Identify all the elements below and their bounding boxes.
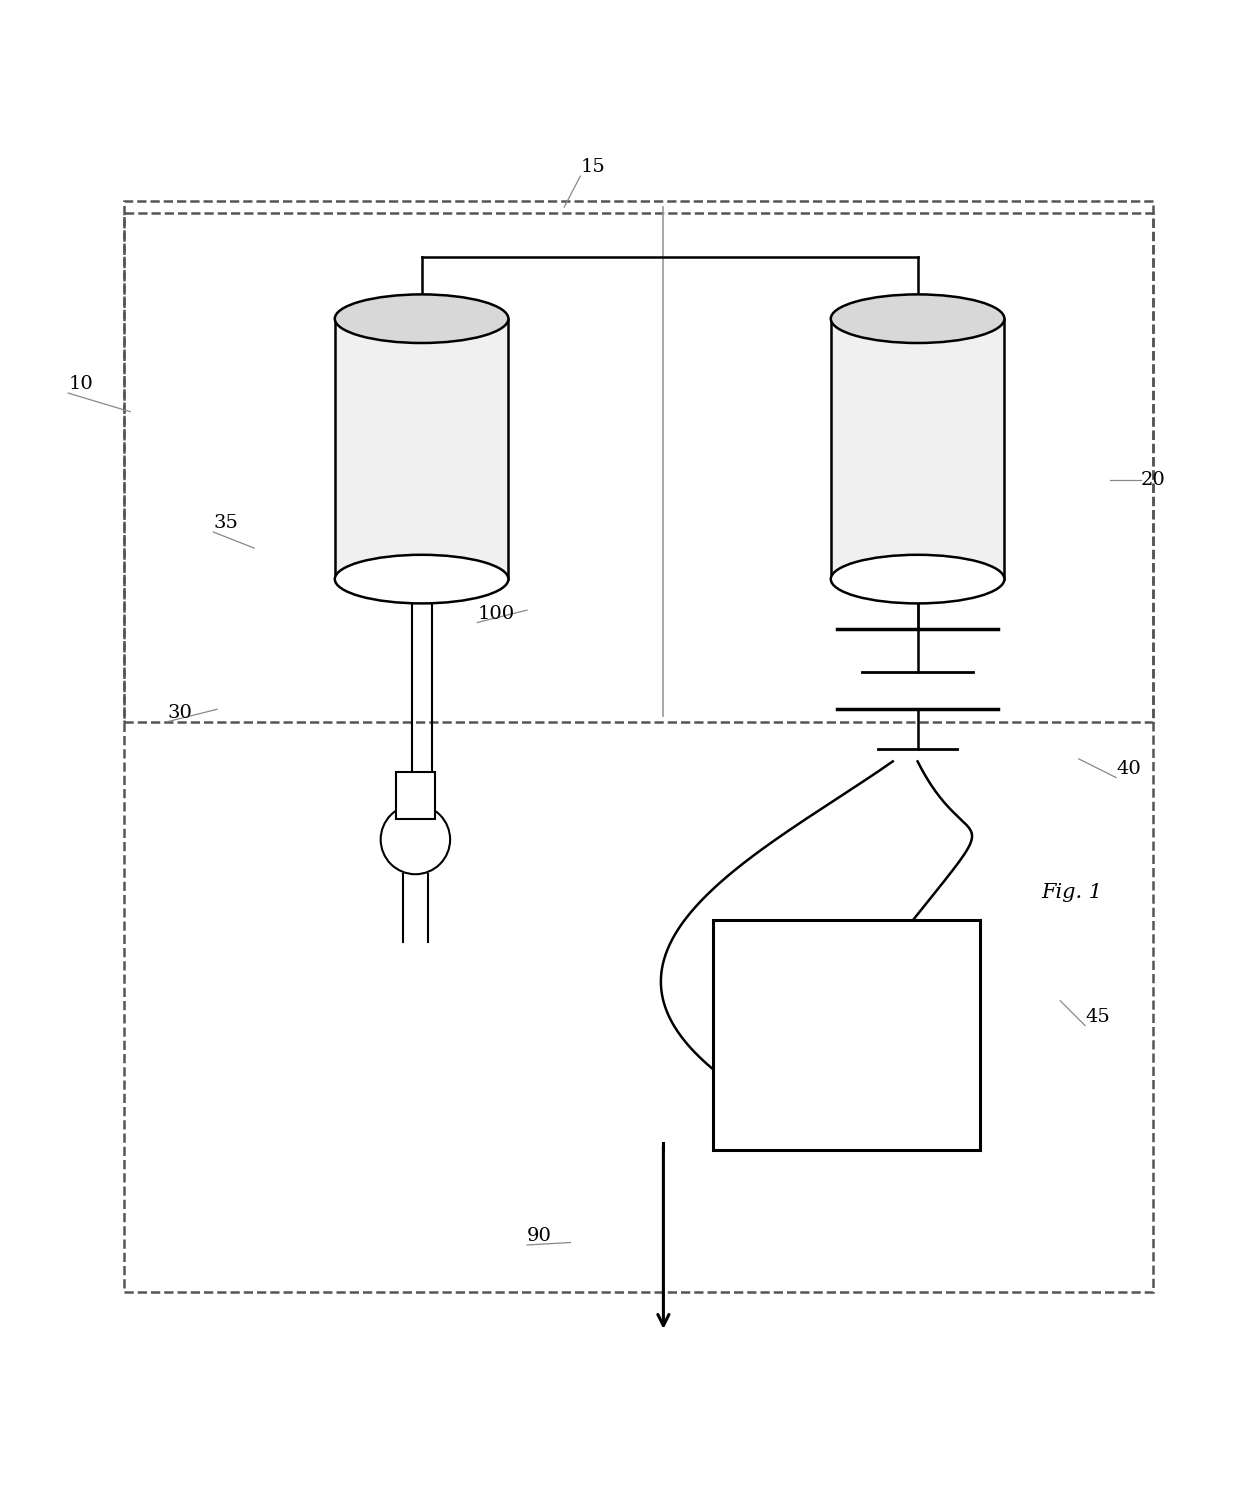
- Bar: [831, 318, 1004, 579]
- Text: 35: 35: [213, 514, 238, 532]
- Text: 45: 45: [1085, 1008, 1110, 1026]
- Ellipse shape: [335, 555, 508, 603]
- Text: 15: 15: [580, 158, 605, 176]
- Ellipse shape: [335, 294, 508, 343]
- Text: 30: 30: [167, 703, 192, 721]
- Bar: [713, 920, 980, 1150]
- Ellipse shape: [831, 555, 1004, 603]
- Text: 90: 90: [527, 1227, 552, 1245]
- Bar: [124, 213, 1153, 721]
- Text: 100: 100: [477, 605, 515, 623]
- Bar: [396, 772, 435, 818]
- Ellipse shape: [831, 294, 1004, 343]
- Text: 40: 40: [1116, 760, 1141, 778]
- Bar: [124, 202, 1153, 1291]
- Text: 20: 20: [1141, 470, 1166, 488]
- Circle shape: [381, 805, 450, 875]
- Text: 10: 10: [68, 375, 93, 393]
- Bar: [335, 318, 508, 579]
- Text: Fig. 1: Fig. 1: [1042, 882, 1102, 902]
